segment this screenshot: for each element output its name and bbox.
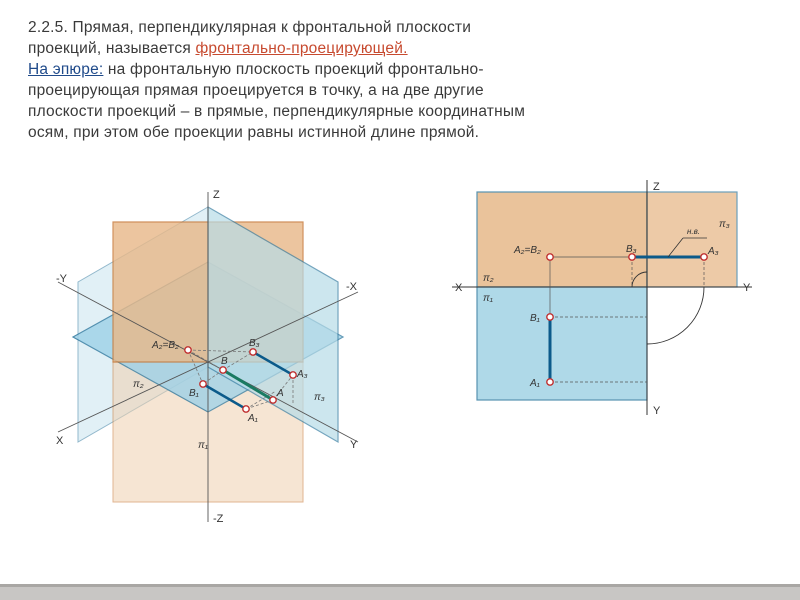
svg-text:B₃: B₃ <box>626 244 637 255</box>
svg-text:A₃: A₃ <box>296 369 308 380</box>
svg-text:B₁: B₁ <box>189 388 199 399</box>
svg-text:-Z: -Z <box>213 513 224 525</box>
svg-text:-Y: -Y <box>56 273 68 285</box>
svg-text:π₂: π₂ <box>133 379 144 390</box>
svg-text:A₁: A₁ <box>529 378 540 389</box>
t-l6: осям, при этом обе проекции равны истинн… <box>28 124 479 141</box>
svg-text:X: X <box>455 282 463 294</box>
svg-text:π₁: π₁ <box>483 293 493 304</box>
svg-text:Y: Y <box>350 439 358 451</box>
svg-text:Z: Z <box>213 189 220 201</box>
svg-text:A₁: A₁ <box>247 413 258 424</box>
svg-text:-X: -X <box>346 281 358 293</box>
svg-text:X: X <box>56 435 64 447</box>
footer-bar <box>0 584 800 600</box>
svg-epure: A₂=B₂ B₃ A₃ B₁ A₁ π₂ π₁ π₃ н.в. Z X Y Y <box>432 162 762 442</box>
svg-3d: A₂=B₂ B₃ A₃ B₁ A₁ B Aπ₂ π₁ π₃ Z -Z X -X Y -Y <box>38 162 388 532</box>
svg-text:π₁: π₁ <box>198 440 208 451</box>
diagram-epure: A₂=B₂ B₃ A₃ B₁ A₁ π₂ π₁ π₃ н.в. Z X Y Y <box>432 162 762 537</box>
svg-text:B₁: B₁ <box>530 313 540 324</box>
svg-text:B: B <box>221 356 228 367</box>
t-l1: Прямая, перпендикулярная к фронтальной п… <box>68 19 471 36</box>
epure-pi1 <box>477 287 647 400</box>
term-red: фронтально-проецирующей. <box>195 40 407 57</box>
t-l2: проекций, называется <box>28 40 195 57</box>
svg-text:π₃: π₃ <box>719 219 730 230</box>
t-l4: проецирующая прямая проецируется в точку… <box>28 82 484 99</box>
section-number: 2.2.5. <box>28 19 68 36</box>
body-text: 2.2.5. Прямая, перпендикулярная к фронта… <box>28 18 772 144</box>
term-blue: На эпюре: <box>28 61 103 78</box>
svg-text:A₂=B₂: A₂=B₂ <box>151 340 179 351</box>
svg-text:н.в.: н.в. <box>687 227 700 236</box>
diagrams-row: A₂=B₂ B₃ A₃ B₁ A₁ B Aπ₂ π₁ π₃ Z -Z X -X Y -Y <box>28 162 772 537</box>
svg-text:Y: Y <box>653 405 661 417</box>
t-l3: на фронтальную плоскость проекций фронта… <box>103 61 483 78</box>
svg-text:π₃: π₃ <box>314 392 325 403</box>
slide-root: 2.2.5. Прямая, перпендикулярная к фронта… <box>0 0 800 600</box>
svg-text:A: A <box>276 388 284 399</box>
svg-text:Y: Y <box>743 282 751 294</box>
svg-text:A₃: A₃ <box>707 246 719 257</box>
svg-text:Z: Z <box>653 181 660 193</box>
svg-text:B₃: B₃ <box>249 338 260 349</box>
svg-text:A₂=B₂: A₂=B₂ <box>513 245 541 256</box>
svg-text:π₂: π₂ <box>483 273 494 284</box>
epure-pi3 <box>647 192 737 287</box>
epure-pi2 <box>477 192 647 287</box>
t-l5: плоскости проекций – в прямые, перпендик… <box>28 103 525 120</box>
diagram-3d: A₂=B₂ B₃ A₃ B₁ A₁ B Aπ₂ π₁ π₃ Z -Z X -X Y -Y <box>38 162 388 537</box>
